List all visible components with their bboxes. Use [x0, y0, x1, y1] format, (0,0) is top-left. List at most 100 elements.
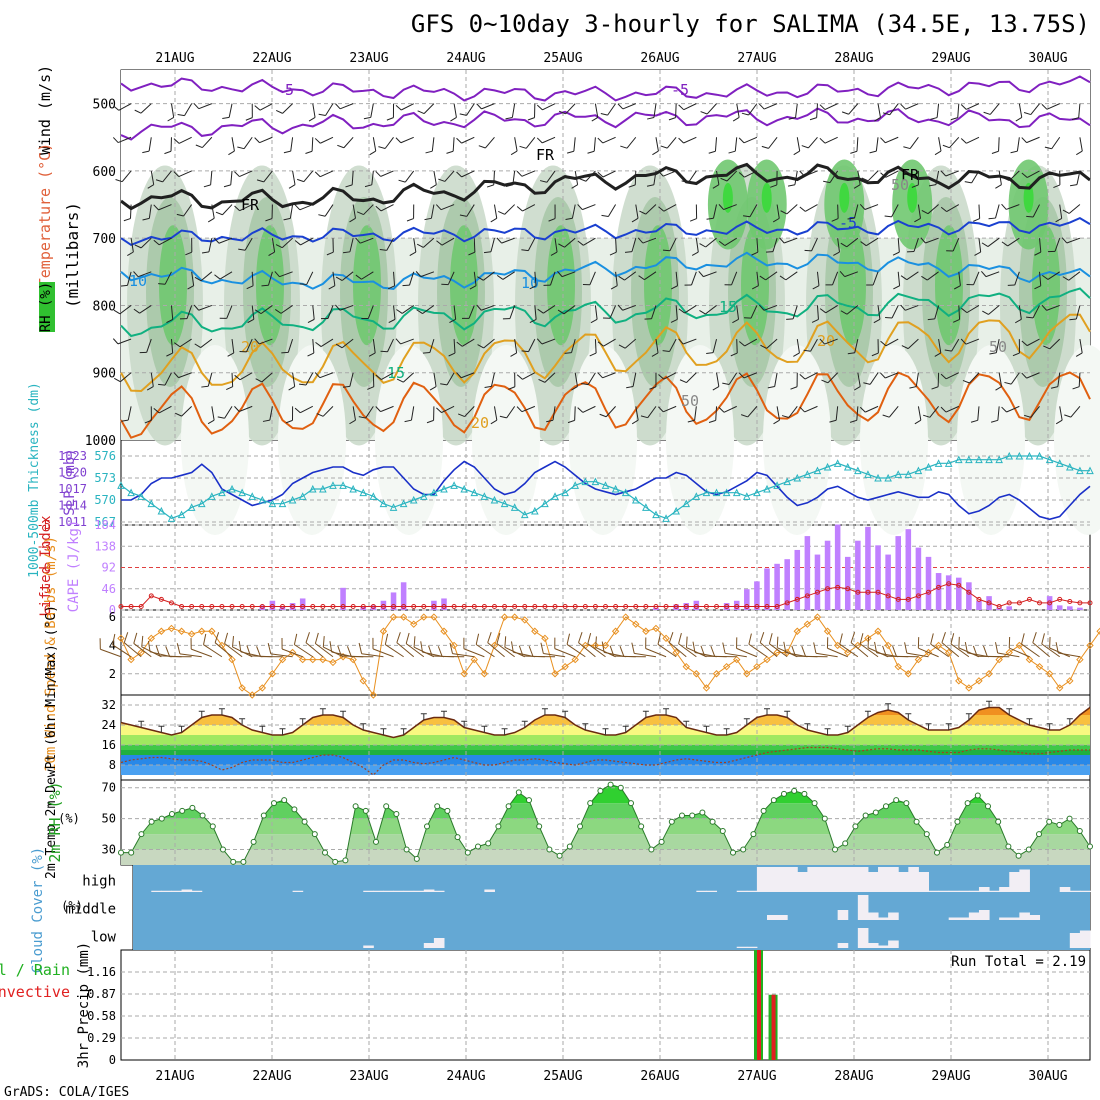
rh-marker — [791, 787, 798, 794]
wind-barb — [934, 305, 940, 320]
wind-barb — [945, 372, 960, 380]
cape-tick: 138 — [94, 539, 116, 553]
isotherm-20 — [120, 313, 1091, 393]
wind-barb-flag — [1064, 414, 1072, 418]
wind-speed-marker — [349, 655, 357, 664]
wind-barb-flag — [358, 416, 366, 419]
wind-barb — [1026, 338, 1040, 347]
wind-barb — [170, 103, 175, 118]
wind-barb-flag — [426, 419, 434, 424]
rh-marker — [220, 846, 226, 853]
wind-barb-flag — [914, 217, 921, 223]
wind-barb — [906, 271, 919, 281]
wind-barb — [371, 170, 374, 185]
wind-barb-flag — [618, 344, 626, 349]
cloud-bar — [746, 890, 758, 892]
thickness-marker — [1045, 455, 1054, 464]
wind-barb-flag — [783, 641, 787, 653]
thickness-marker — [258, 495, 267, 504]
rh-shade-core — [722, 182, 733, 213]
wind-barb-flag — [1069, 318, 1077, 321]
wind-barb — [287, 338, 294, 353]
wind-barb-flag — [147, 640, 151, 652]
wind-barb-flag — [880, 340, 887, 347]
wind-barb-flag — [995, 642, 999, 654]
wind-barb-flag — [787, 184, 796, 187]
wind-barb — [749, 204, 758, 217]
wind-barb-flag — [790, 386, 798, 390]
wind-barb-flag — [305, 150, 313, 154]
cloud-bar — [1079, 890, 1091, 892]
wind-barb-flag — [779, 275, 787, 281]
surface-dry-cavity — [569, 345, 637, 535]
wind-barb — [289, 204, 294, 219]
wind-barb — [1070, 406, 1081, 418]
wind-barb-flag — [567, 419, 575, 424]
wind-barb-flag — [417, 110, 425, 115]
cape-bar — [1067, 606, 1073, 610]
wind-barb-flag — [449, 318, 456, 324]
top-day-labels: 21AUG 22AUG 23AUG 24AUG 25AUG 26AUG 27AUG 28AUG… — [155, 51, 1067, 66]
rh-marker — [271, 800, 277, 807]
cloud-bar — [151, 890, 162, 892]
precip-convective-bar — [757, 950, 761, 1060]
wind-speed-marker — [571, 655, 579, 664]
rh-marker — [444, 807, 451, 814]
rh-marker — [566, 843, 573, 850]
wind-speed-marker — [1096, 627, 1100, 635]
thickness-marker — [450, 481, 458, 489]
wind-barb — [361, 653, 384, 658]
wind-barb — [663, 204, 677, 212]
wind-barb-flag — [477, 276, 484, 281]
wind-barb — [239, 372, 253, 381]
wind-barb-flag — [468, 251, 476, 256]
wind-barb-flag — [1061, 237, 1068, 244]
surface-dry-cavity — [860, 345, 928, 535]
cloud-bar — [413, 890, 425, 892]
wind-barb-flag — [335, 343, 343, 349]
thickness-marker — [783, 477, 791, 486]
wind-barb — [184, 103, 193, 116]
wind-barb — [969, 372, 980, 384]
wind-barb-flag — [176, 643, 181, 655]
lifted-index-marker — [966, 589, 972, 595]
wind-barb-flag — [505, 116, 513, 120]
wind-barb — [461, 170, 475, 178]
wind-barb-flag — [1021, 372, 1027, 379]
wind-barb-flag — [457, 413, 465, 418]
wind-barb-flag — [112, 633, 116, 645]
precip-frame — [120, 949, 1091, 1061]
thickness-marker — [672, 506, 680, 515]
upper-air-panel: (millibars) Wind (m/s) Temperature (°C) … — [36, 65, 1100, 535]
wind-speed-marker — [591, 641, 600, 650]
lifted-index-marker — [996, 603, 1002, 609]
thickness-marker — [914, 466, 923, 475]
wind-speed-marker — [1076, 655, 1084, 664]
cloud-bar — [898, 872, 909, 892]
wind-barb — [514, 137, 518, 152]
thickness-marker — [339, 481, 347, 489]
wind-barb — [292, 170, 296, 185]
wind-barb — [352, 406, 356, 421]
wind-barb-flag — [1034, 251, 1042, 256]
wind-barb-flag — [308, 117, 316, 122]
wind-barb — [1030, 406, 1040, 418]
thickness-marker — [904, 470, 913, 478]
wind-barb — [850, 642, 869, 658]
wind-barb — [723, 204, 737, 211]
wind-barb-flag — [429, 386, 437, 391]
cape-bar — [824, 540, 831, 610]
wind-barb-flag — [367, 386, 374, 390]
wind-barb — [1026, 170, 1040, 178]
chart-title: GFS 0~10day 3-hourly for SALIMA (34.5E, … — [411, 10, 1090, 38]
wind-barb-flag — [960, 138, 967, 144]
rh-marker — [974, 792, 981, 799]
wind-speed-marker — [642, 627, 650, 635]
wind-barb — [320, 136, 334, 144]
wind-barb-flag — [203, 184, 211, 188]
wind-barb — [835, 406, 839, 421]
wind-barb-flag — [738, 341, 746, 347]
wind-barb — [777, 647, 798, 658]
wind-barb-flag — [640, 415, 648, 419]
wind-barb — [877, 305, 881, 320]
